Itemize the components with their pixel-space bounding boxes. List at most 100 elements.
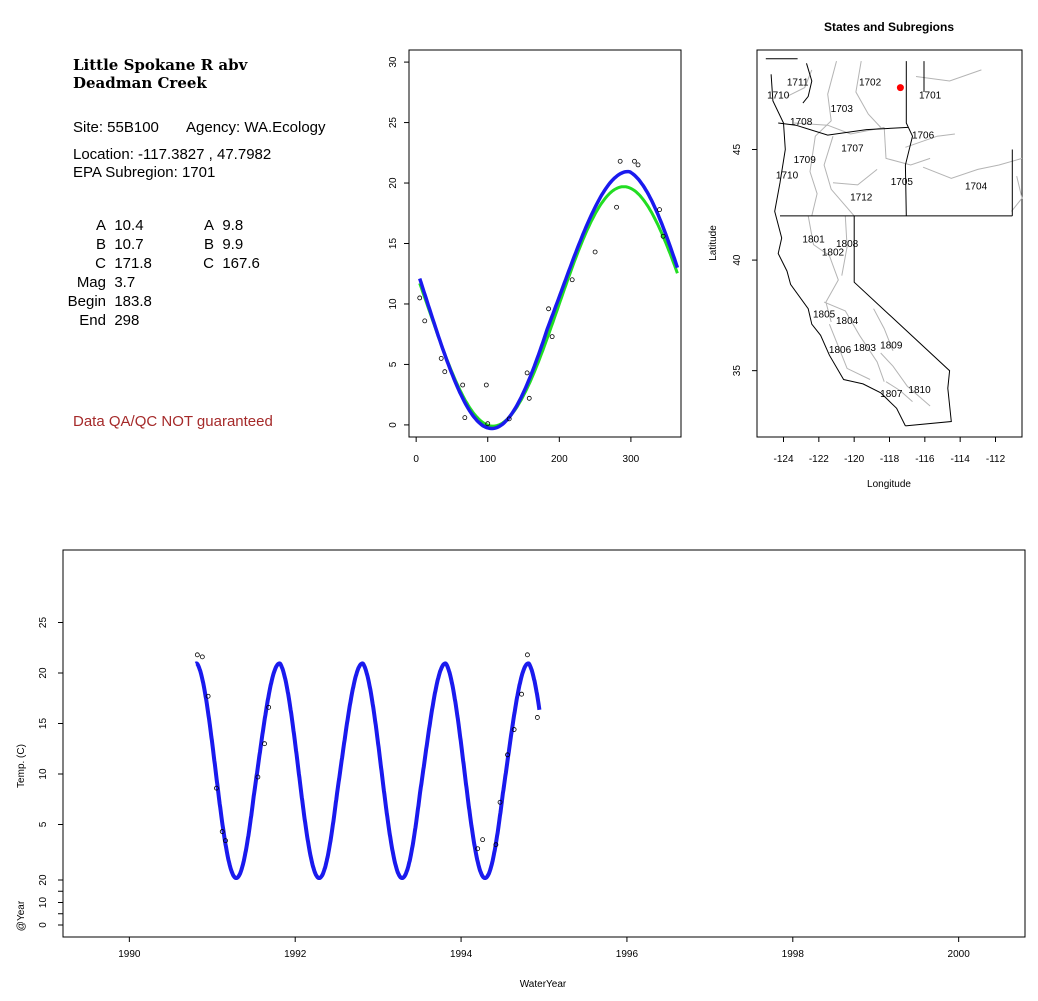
subregion-boundary [841,215,848,276]
observation-point [546,306,551,312]
ts-observation-point [223,838,228,844]
param-row: Mag 3.7 [76,274,136,291]
site-marker [896,84,904,92]
subregion-boundary [807,215,839,323]
subregion-boundary [885,381,913,402]
subregion-boundary [794,122,885,135]
observation-point [483,382,489,388]
ts-observation-point [505,752,510,758]
ts-y2-label: @Year [16,900,27,931]
subregion-label: 1802 [822,248,845,259]
y-tick-label: 20 [388,177,399,189]
map-x-tick-label: -116 [915,454,935,465]
ts-y-tick-label: 5 [38,821,49,827]
y-tick-label: 30 [388,56,399,68]
map-x-tick-label: -118 [880,454,900,465]
subregion-label: 1803 [854,343,877,354]
subregion-map: States and Subregions Longitude Latitude… [708,20,1023,490]
map-y-tick-label: 40 [732,254,743,266]
station-name-line1: Little Spokane R abv [73,56,248,74]
observation-point [549,334,555,340]
ts-observation-point [214,785,219,791]
observation-point [614,204,619,210]
ts-observation-point [219,829,225,834]
observation-point [632,158,637,164]
param-row: End 298 [79,312,140,329]
observation-point [569,277,575,283]
ts-observation-point [519,691,525,697]
subregion-label: 1701 [919,91,942,102]
map-x-tick-label: -120 [844,454,864,465]
station-name-line2: Deadman Creek [73,74,207,92]
param-row: C 167.6 [203,255,260,272]
observation-point [438,355,444,361]
ts-y-label: Temp. (C) [16,744,27,788]
ts-observation-point [475,846,481,852]
x-tick-label: 300 [623,454,640,465]
params-right: A 9.8 B 9.9 C 167.6 [186,216,260,273]
ts-observation-point [255,774,261,780]
coastline [770,74,906,427]
map-y-tick-label: 45 [732,144,743,156]
ts-observation-point [511,727,517,732]
agency: Agency: WA.Ecology [186,119,326,136]
ts-observation-point [205,693,211,699]
ts-observation-point [497,799,503,805]
subregion-label: 1707 [841,144,864,155]
param-row: A 9.8 [203,217,244,234]
fit-curve-blue [418,169,680,431]
state-boundary [904,61,914,216]
x-tick-label: 100 [479,454,496,465]
ts-plot-frame [62,549,1026,938]
ts-x-tick-label: 2000 [948,949,971,960]
observation-point [506,416,512,422]
ts-observation-point [194,652,200,658]
x-tick-label: 200 [551,454,568,465]
params-left: A 10.4 B 10.7 C 171.8 Mag 3.7 Begin 183.… [60,216,152,330]
ts-observation-point [534,715,540,720]
subregion-label: 1704 [965,181,988,192]
subregion-label: 1712 [850,192,873,203]
state-boundary [853,215,952,427]
subregion-boundary [880,352,931,407]
qa-disclaimer: Data QA/QC NOT guaranteed [73,413,273,430]
subregion-label: 1801 [802,234,825,245]
ts-observation-point [199,654,205,660]
observation-point [592,249,598,255]
subregion-boundary [823,301,885,382]
subregion-boundary [905,133,955,148]
subregion-label: 1809 [880,341,903,352]
param-row: B 9.9 [203,236,244,253]
subregion-label: 1708 [790,117,813,128]
ts-y-tick-label: 10 [38,768,49,780]
param-row: Begin 183.8 [67,293,152,310]
x-tick-label: 0 [413,454,419,465]
map-y-tick-label: 35 [732,365,743,377]
subregion-label: 1711 [787,77,809,88]
subregion-label: 1806 [829,345,852,356]
param-row: B 10.7 [95,236,144,253]
param-row: C 171.8 [95,255,152,272]
ts-x-tick-label: 1998 [782,949,805,960]
subregion-label: 1805 [813,310,836,321]
subregion-label: 1710 [776,170,799,181]
ts-y-tick-label: 20 [38,667,49,679]
map-x-tick-label: -122 [809,454,829,465]
map-x-label: Longitude [867,479,911,490]
ts-y2-tick-label: 20 [38,874,49,886]
seasonal-chart: 0 100 200 300 0 5 10 15 20 25 30 [388,49,682,465]
subregion-boundary [828,324,871,380]
state-boundary [802,63,813,104]
subregion-label: 1702 [859,77,882,88]
map-x-tick-label: -112 [986,454,1006,465]
ts-x-tick-label: 1992 [284,949,307,960]
subregion-label: 1706 [912,130,935,141]
epa-subregion: EPA Subregion: 1701 [73,164,216,181]
ts-y2-tick-label: 10 [38,897,49,909]
ts-x-tick-label: 1994 [450,949,473,960]
observation-point [657,207,662,213]
map-y-label: Latitude [708,225,719,261]
subregion-boundary [823,136,855,217]
subregion-label: 1703 [831,104,854,115]
subregion-boundary [855,61,882,128]
